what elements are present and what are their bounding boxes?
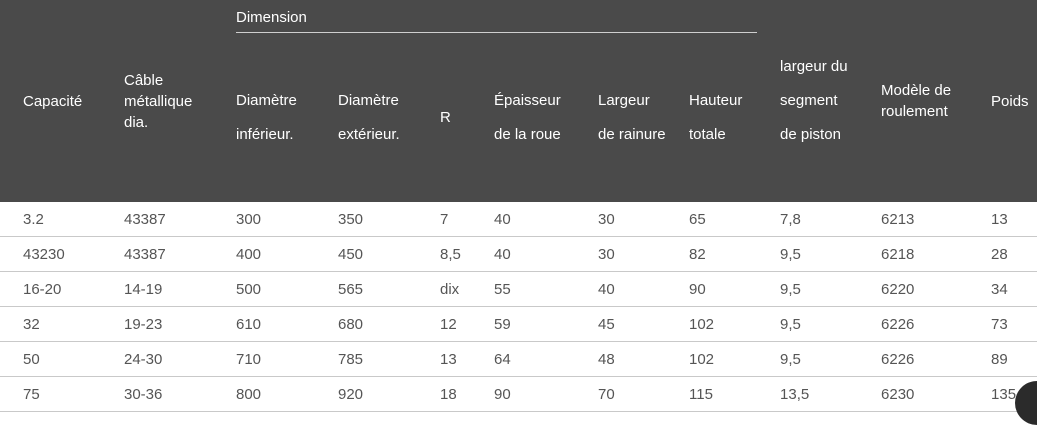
cell-capacity: 75 — [0, 376, 101, 412]
cell-weight: 89 — [968, 341, 1037, 377]
cell-wheel-thickness: 59 — [471, 306, 575, 342]
cell-bearing: 6226 — [858, 306, 969, 342]
cell-r: 7 — [417, 202, 471, 237]
cell-r: 13 — [417, 341, 471, 377]
cell-groove-width: 70 — [575, 376, 666, 412]
cell-capacity: 32 — [0, 306, 101, 342]
cell-outer-diameter: 350 — [315, 202, 417, 237]
header-row-columns: Diamètre inférieur. Diamètre extérieur. … — [0, 34, 1037, 202]
cell-groove-width: 40 — [575, 271, 666, 307]
header-outer-diameter: Diamètre extérieur. — [315, 34, 417, 202]
cell-bearing: 6213 — [858, 202, 969, 237]
cell-cable: 24-30 — [101, 341, 213, 377]
table-row: 3.2 43387 300 350 7 40 30 65 7,8 6213 13 — [0, 202, 1037, 237]
table-row: 16-20 14-19 500 565 dix 55 40 90 9,5 622… — [0, 271, 1037, 307]
cell-inner-diameter: 710 — [213, 341, 315, 377]
cell-cable: 43387 — [101, 236, 213, 272]
header-capacity: Capacité — [0, 0, 101, 202]
header-inner-diameter: Diamètre inférieur. — [213, 34, 315, 202]
dimension-label: Dimension — [236, 9, 758, 33]
cell-r: 18 — [417, 376, 471, 412]
header-bearing: Modèle de roulement — [858, 0, 969, 202]
cell-bearing: 6220 — [858, 271, 969, 307]
cell-capacity: 16-20 — [0, 271, 101, 307]
cell-piston-width: 9,5 — [757, 341, 859, 377]
specification-table: Capacité Câble métallique dia. Dimension… — [0, 0, 1037, 412]
cell-total-height: 102 — [666, 306, 758, 342]
cell-wheel-thickness: 40 — [471, 202, 575, 237]
table-row: 32 19-23 610 680 12 59 45 102 9,5 6226 7… — [0, 306, 1037, 342]
cell-inner-diameter: 400 — [213, 236, 315, 272]
cell-piston-width: 13,5 — [757, 376, 859, 412]
cell-capacity: 3.2 — [0, 202, 101, 237]
header-piston-width: largeur du segment de piston — [757, 0, 859, 202]
header-dimension-group: Dimension — [213, 0, 758, 34]
cell-wheel-thickness: 64 — [471, 341, 575, 377]
cell-inner-diameter: 800 — [213, 376, 315, 412]
cell-capacity: 43230 — [0, 236, 101, 272]
header-cable: Câble métallique dia. — [101, 0, 213, 202]
cell-cable: 14-19 — [101, 271, 213, 307]
cell-total-height: 102 — [666, 341, 758, 377]
cell-r: dix — [417, 271, 471, 307]
cell-groove-width: 30 — [575, 202, 666, 237]
table-row: 75 30-36 800 920 18 90 70 115 13,5 6230 … — [0, 376, 1037, 412]
cell-outer-diameter: 565 — [315, 271, 417, 307]
cell-total-height: 115 — [666, 376, 758, 412]
cell-cable: 30-36 — [101, 376, 213, 412]
cell-wheel-thickness: 40 — [471, 236, 575, 272]
cell-total-height: 65 — [666, 202, 758, 237]
header-weight: Poids — [968, 0, 1037, 202]
cell-wheel-thickness: 55 — [471, 271, 575, 307]
table-body: 3.2 43387 300 350 7 40 30 65 7,8 6213 13… — [0, 202, 1037, 412]
cell-r: 12 — [417, 306, 471, 342]
cell-outer-diameter: 680 — [315, 306, 417, 342]
header-groove-width: Largeur de rainure — [575, 34, 666, 202]
cell-r: 8,5 — [417, 236, 471, 272]
header-row-group: Capacité Câble métallique dia. Dimension… — [0, 0, 1037, 202]
table-row: 43230 43387 400 450 8,5 40 30 82 9,5 621… — [0, 236, 1037, 272]
cell-outer-diameter: 920 — [315, 376, 417, 412]
table-row: 50 24-30 710 785 13 64 48 102 9,5 6226 8… — [0, 341, 1037, 377]
cell-outer-diameter: 785 — [315, 341, 417, 377]
cell-inner-diameter: 300 — [213, 202, 315, 237]
cell-groove-width: 45 — [575, 306, 666, 342]
header-r: R — [417, 34, 471, 202]
cell-inner-diameter: 610 — [213, 306, 315, 342]
table-header: Capacité Câble métallique dia. Dimension… — [0, 0, 1037, 202]
cell-cable: 43387 — [101, 202, 213, 237]
cell-weight: 73 — [968, 306, 1037, 342]
cell-weight: 28 — [968, 236, 1037, 272]
cell-groove-width: 48 — [575, 341, 666, 377]
cell-weight: 34 — [968, 271, 1037, 307]
cell-bearing: 6226 — [858, 341, 969, 377]
cell-piston-width: 9,5 — [757, 306, 859, 342]
cell-total-height: 82 — [666, 236, 758, 272]
cell-bearing: 6230 — [858, 376, 969, 412]
cell-wheel-thickness: 90 — [471, 376, 575, 412]
cell-weight: 13 — [968, 202, 1037, 237]
cell-inner-diameter: 500 — [213, 271, 315, 307]
cell-piston-width: 7,8 — [757, 202, 859, 237]
header-total-height: Hauteur totale — [666, 34, 758, 202]
cell-total-height: 90 — [666, 271, 758, 307]
cell-outer-diameter: 450 — [315, 236, 417, 272]
cell-piston-width: 9,5 — [757, 271, 859, 307]
cell-piston-width: 9,5 — [757, 236, 859, 272]
cell-capacity: 50 — [0, 341, 101, 377]
cell-bearing: 6218 — [858, 236, 969, 272]
cell-cable: 19-23 — [101, 306, 213, 342]
header-wheel-thickness: Épaisseur de la roue — [471, 34, 575, 202]
cell-groove-width: 30 — [575, 236, 666, 272]
